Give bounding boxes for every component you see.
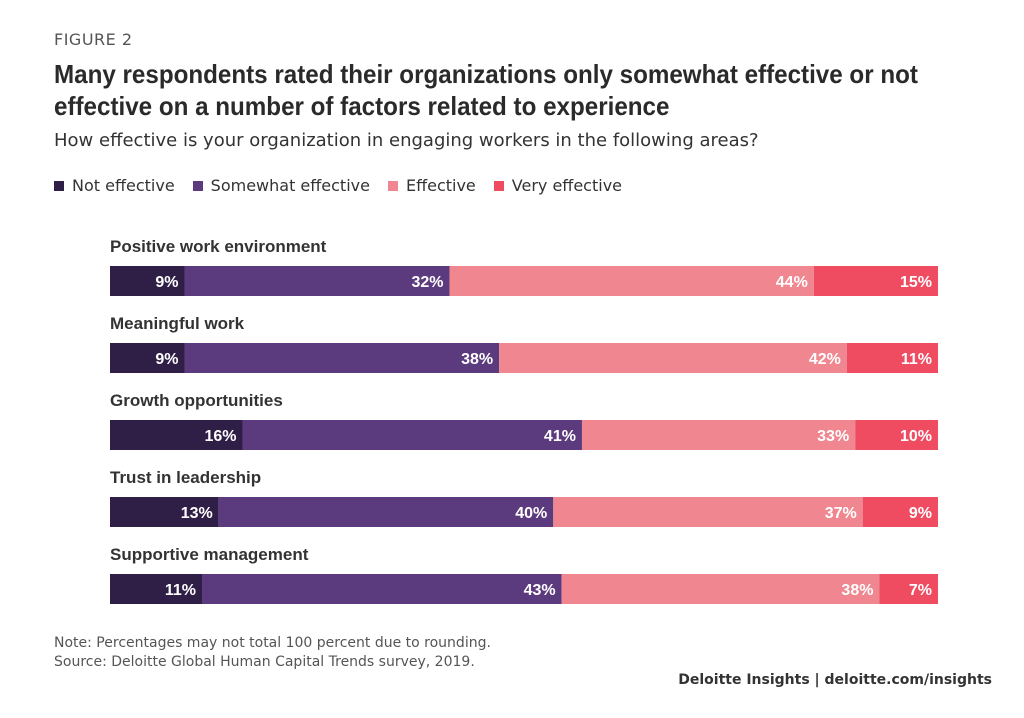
figure-label: FIGURE 2: [54, 30, 133, 49]
data-label-growth-opportunities-not-effective: 16%: [204, 428, 236, 445]
data-label-meaningful-work-very-effective: 11%: [901, 351, 932, 368]
bar-trust-in-leadership-not-effective: [110, 497, 219, 527]
bar-trust-in-leadership-very-effective: [862, 497, 938, 527]
bar-growth-opportunities-somewhat-effective: [242, 420, 582, 450]
legend-label: Very effective: [511, 176, 622, 195]
data-label-meaningful-work-somewhat-effective: 38%: [461, 351, 493, 368]
data-label-meaningful-work-effective: 42%: [809, 351, 841, 368]
bar-growth-opportunities-effective: [581, 420, 856, 450]
legend-swatch: [54, 180, 64, 191]
bar-supportive-management-effective: [561, 574, 880, 604]
category-label-meaningful-work: Meaningful work: [110, 314, 245, 333]
note-text: Note: Percentages may not total 100 perc…: [54, 635, 491, 651]
legend: Not effective Somewhat effective Effecti…: [54, 176, 640, 195]
bar-supportive-management-somewhat-effective: [202, 574, 562, 604]
legend-item-very-effective: Very effective: [493, 176, 622, 195]
data-label-growth-opportunities-very-effective: 10%: [900, 428, 932, 445]
legend-swatch: [493, 180, 504, 191]
category-label-supportive-management: Supportive management: [110, 545, 309, 564]
data-label-supportive-management-somewhat-effective: 43%: [524, 582, 556, 599]
data-label-positive-work-environment-effective: 44%: [776, 274, 808, 291]
bar-positive-work-environment-very-effective: [813, 266, 938, 296]
category-label-positive-work-environment: Positive work environment: [110, 237, 327, 256]
bar-positive-work-environment-effective: [449, 266, 814, 296]
category-label-trust-in-leadership: Trust in leadership: [110, 468, 261, 487]
legend-item-effective: Effective: [387, 176, 476, 195]
bar-growth-opportunities-very-effective: [855, 420, 938, 450]
bar-meaningful-work-not-effective: [110, 343, 185, 373]
footnote: Note: Percentages may not total 100 perc…: [54, 634, 491, 672]
bar-trust-in-leadership-somewhat-effective: [218, 497, 554, 527]
chart-subtitle: How effective is your organization in en…: [54, 130, 759, 151]
legend-swatch: [192, 180, 203, 191]
legend-item-somewhat-effective: Somewhat effective: [192, 176, 370, 195]
bar-growth-opportunities-not-effective: [110, 420, 243, 450]
legend-item-not-effective: Not effective: [54, 176, 175, 195]
source-text: Source: Deloitte Global Human Capital Tr…: [54, 654, 475, 670]
bar-meaningful-work-effective: [499, 343, 847, 373]
category-label-growth-opportunities: Growth opportunities: [110, 391, 283, 410]
data-label-trust-in-leadership-somewhat-effective: 40%: [515, 505, 547, 522]
bar-supportive-management-very-effective: [879, 574, 938, 604]
bar-meaningful-work-somewhat-effective: [184, 343, 500, 373]
data-label-positive-work-environment-very-effective: 15%: [900, 274, 932, 291]
brand-credit: Deloitte Insights | deloitte.com/insight…: [678, 672, 992, 688]
legend-swatch: [387, 180, 398, 191]
data-label-growth-opportunities-somewhat-effective: 41%: [544, 428, 576, 445]
legend-label: Not effective: [72, 176, 175, 195]
data-label-trust-in-leadership-very-effective: 9%: [909, 505, 932, 522]
data-label-supportive-management-very-effective: 7%: [909, 582, 932, 599]
bar-positive-work-environment-not-effective: [110, 266, 185, 296]
chart-title: Many respondents rated their organizatio…: [54, 59, 918, 121]
bar-meaningful-work-very-effective: [846, 343, 938, 373]
legend-label: Effective: [405, 176, 476, 195]
bar-supportive-management-not-effective: [110, 574, 202, 604]
data-label-supportive-management-effective: 38%: [841, 582, 873, 599]
data-label-trust-in-leadership-effective: 37%: [825, 505, 857, 522]
bar-trust-in-leadership-effective: [553, 497, 863, 527]
legend-label: Somewhat effective: [210, 176, 370, 195]
bar-positive-work-environment-somewhat-effective: [184, 266, 450, 296]
data-label-growth-opportunities-effective: 33%: [817, 428, 849, 445]
data-label-positive-work-environment-not-effective: 9%: [155, 274, 178, 291]
data-label-meaningful-work-not-effective: 9%: [155, 351, 178, 368]
data-label-trust-in-leadership-not-effective: 13%: [181, 505, 213, 522]
data-label-supportive-management-not-effective: 11%: [165, 582, 196, 599]
data-label-positive-work-environment-somewhat-effective: 32%: [411, 274, 443, 291]
